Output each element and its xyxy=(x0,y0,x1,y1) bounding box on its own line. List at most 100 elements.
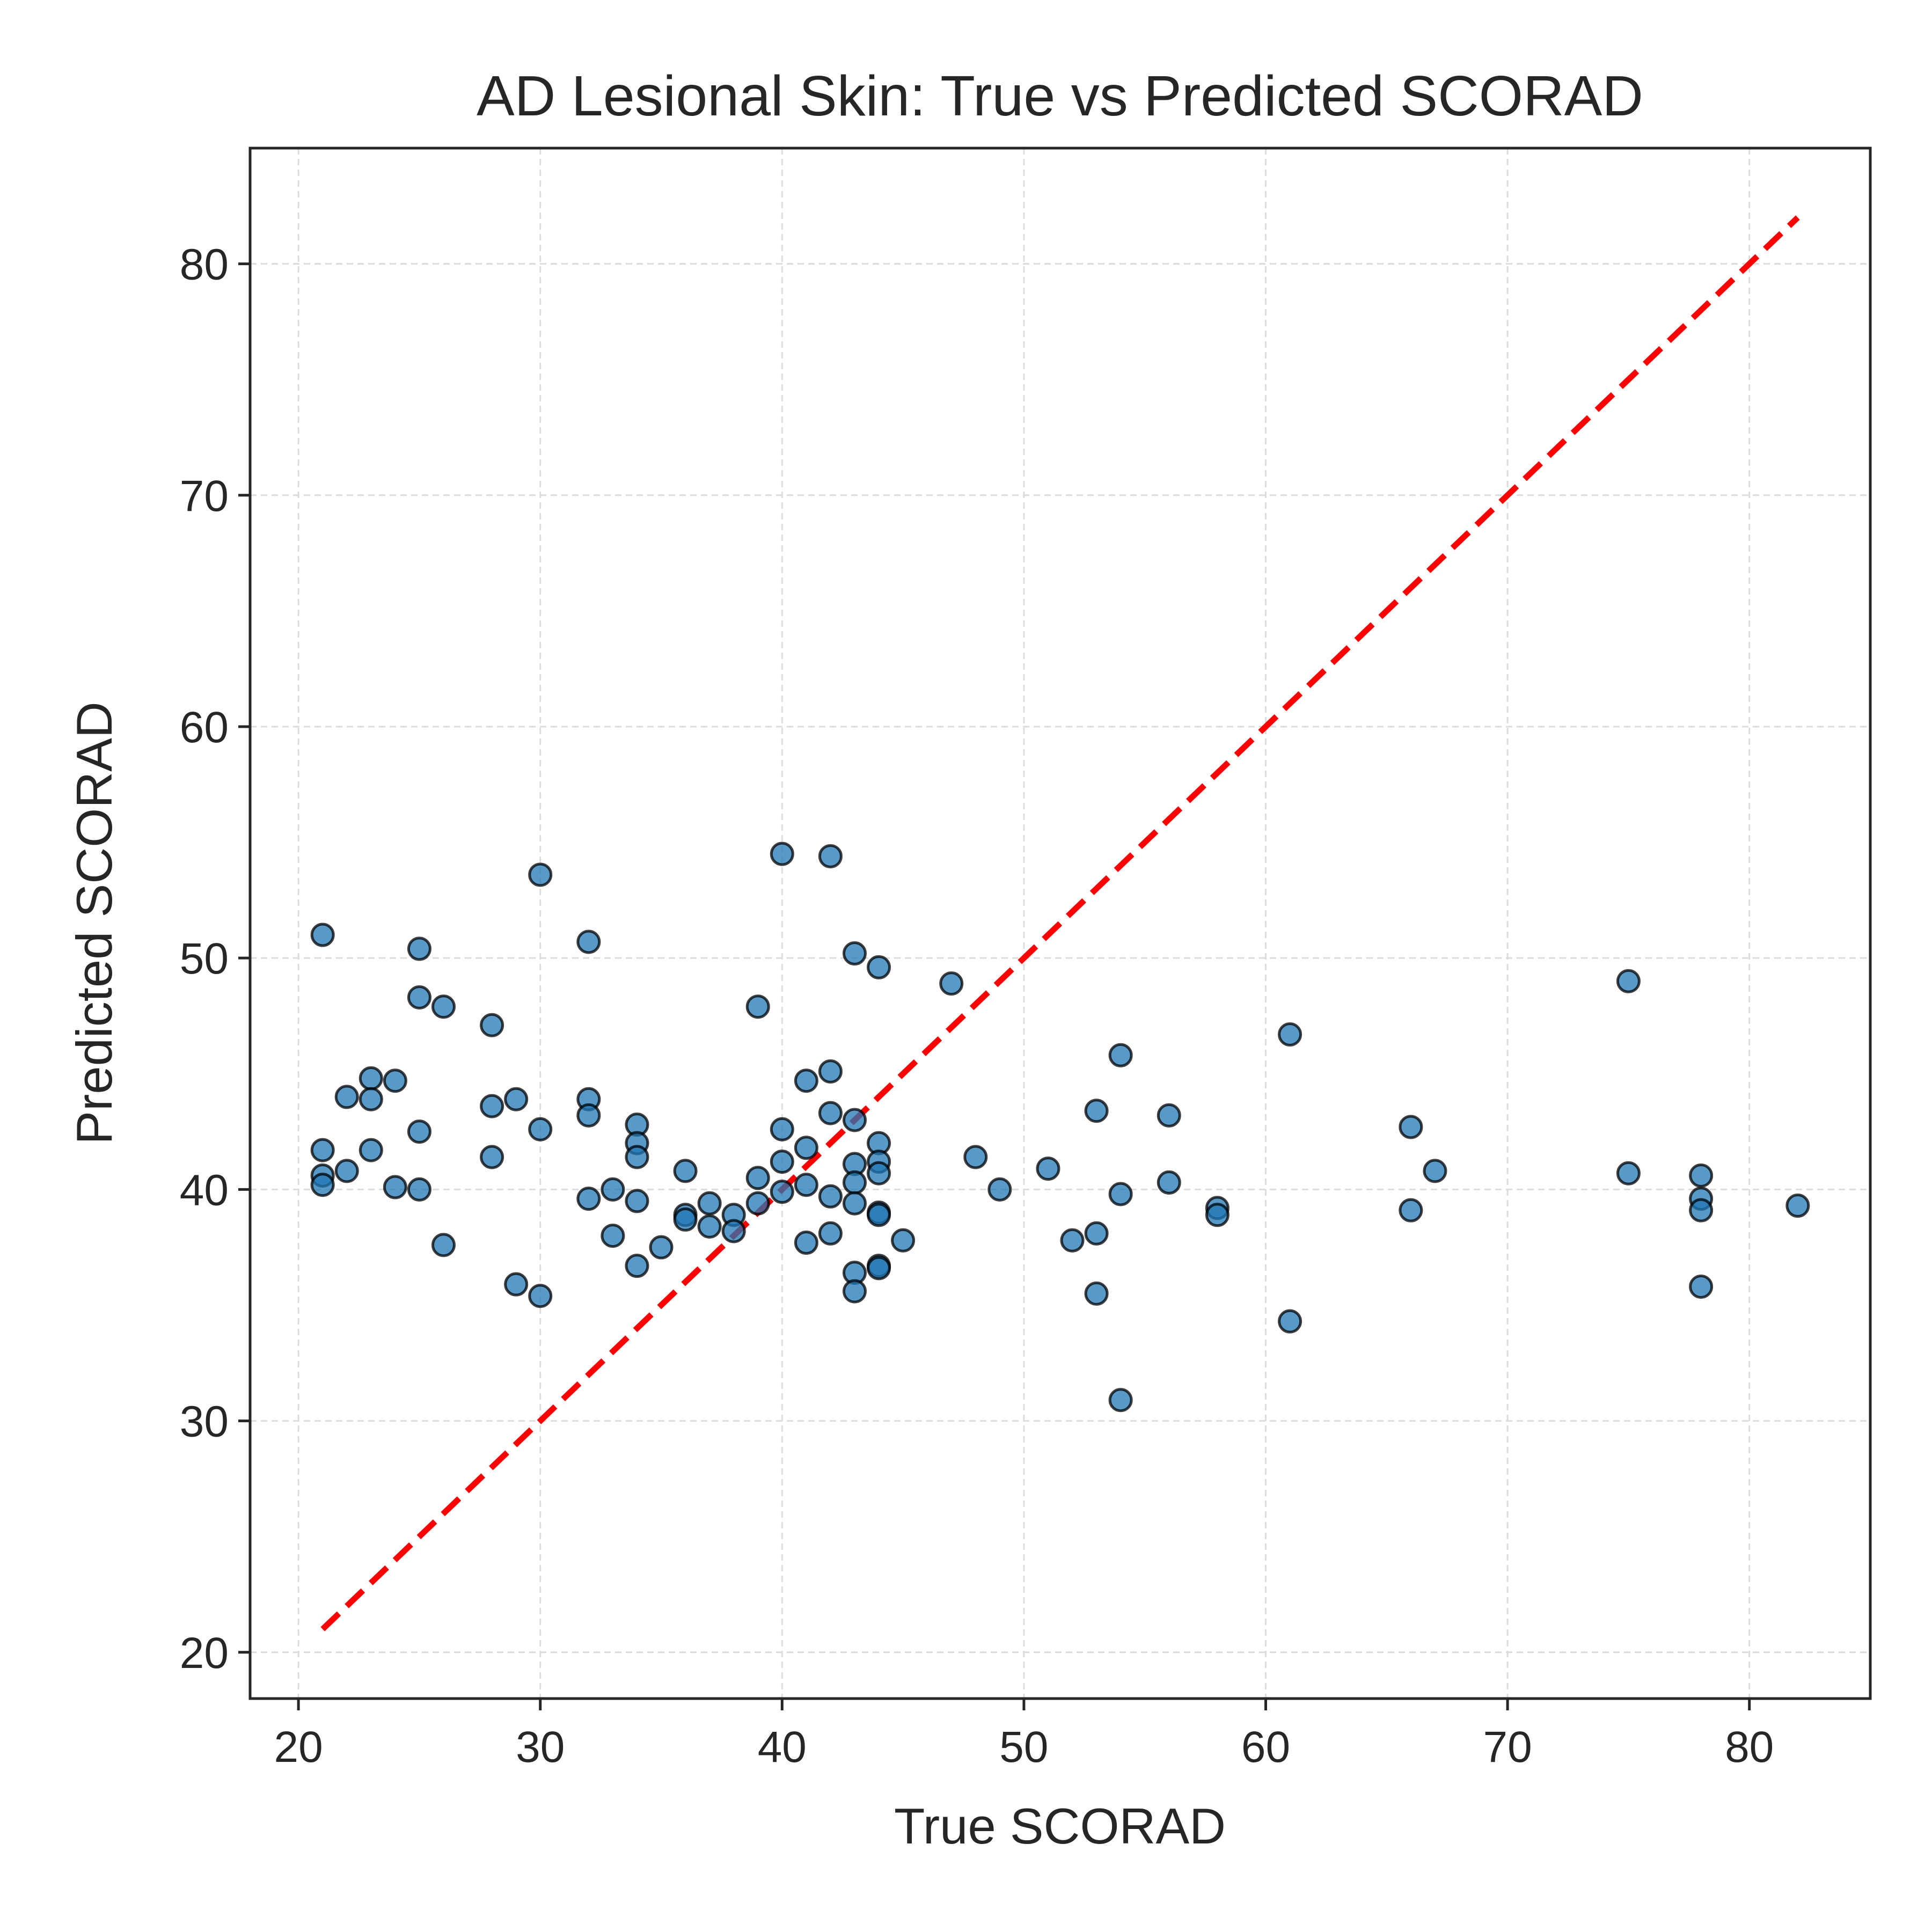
x-axis-ticks: 20 30 40 50 60 70 80 xyxy=(274,1699,1774,1772)
data-point xyxy=(576,1103,601,1128)
data-point xyxy=(625,1189,649,1213)
x-axis-label: True SCORAD xyxy=(894,1798,1226,1854)
data-point xyxy=(358,1138,383,1162)
data-point xyxy=(1689,1163,1714,1188)
data-point xyxy=(1689,1198,1714,1223)
x-tick-label: 20 xyxy=(274,1723,323,1772)
data-point xyxy=(818,1059,843,1084)
data-point xyxy=(601,1224,625,1248)
x-tick-label: 50 xyxy=(999,1723,1048,1772)
data-point xyxy=(576,1187,601,1211)
data-point xyxy=(480,1145,504,1169)
data-point xyxy=(818,1101,843,1125)
data-point xyxy=(794,1069,818,1093)
data-point xyxy=(1108,1043,1133,1067)
data-point xyxy=(745,1166,770,1190)
data-point xyxy=(1157,1103,1181,1128)
data-point xyxy=(310,923,335,947)
y-tick-label: 40 xyxy=(180,1166,229,1214)
data-point xyxy=(794,1136,818,1160)
data-point xyxy=(480,1094,504,1118)
data-point xyxy=(1399,1198,1423,1223)
data-point xyxy=(528,862,553,887)
x-tick-label: 80 xyxy=(1725,1723,1774,1772)
data-point xyxy=(407,1177,431,1202)
data-point xyxy=(867,1203,891,1227)
data-point xyxy=(842,1170,867,1195)
data-point xyxy=(818,1184,843,1209)
data-point xyxy=(1399,1115,1423,1139)
data-point xyxy=(383,1069,407,1093)
data-point xyxy=(504,1087,529,1111)
y-tick-label: 20 xyxy=(180,1629,229,1678)
data-point xyxy=(770,1150,794,1174)
data-point xyxy=(1108,1182,1133,1206)
data-point xyxy=(407,1119,431,1144)
data-point xyxy=(987,1177,1012,1202)
data-point xyxy=(334,1085,359,1109)
grid-layer xyxy=(250,148,1870,1699)
data-point xyxy=(528,1284,553,1308)
data-point xyxy=(697,1191,722,1216)
points-layer xyxy=(310,841,1810,1413)
data-point xyxy=(310,1138,335,1162)
data-point xyxy=(625,1254,649,1278)
plot-area xyxy=(248,147,1872,1700)
data-point xyxy=(431,994,456,1019)
data-point xyxy=(842,1108,867,1132)
data-point xyxy=(697,1214,722,1239)
data-point xyxy=(1157,1170,1181,1195)
y-tick-label: 80 xyxy=(180,240,229,289)
data-point xyxy=(794,1173,818,1197)
data-point xyxy=(818,844,843,868)
data-point xyxy=(1108,1388,1133,1413)
data-point xyxy=(673,1159,698,1183)
data-point xyxy=(310,1173,335,1197)
data-point xyxy=(867,955,891,979)
y-tick-label: 70 xyxy=(180,472,229,521)
data-point xyxy=(770,841,794,866)
data-point xyxy=(601,1177,625,1202)
data-point xyxy=(383,1175,407,1199)
data-point xyxy=(939,971,964,996)
y-tick-label: 60 xyxy=(180,703,229,752)
data-point xyxy=(963,1145,988,1169)
data-point xyxy=(867,1256,891,1280)
data-point xyxy=(721,1219,746,1243)
data-point xyxy=(1036,1157,1060,1181)
data-point xyxy=(528,1117,553,1141)
x-tick-label: 30 xyxy=(516,1723,565,1772)
data-point xyxy=(431,1233,456,1257)
data-point xyxy=(1423,1159,1447,1183)
data-point xyxy=(407,936,431,961)
data-point xyxy=(1689,1274,1714,1299)
data-point xyxy=(358,1087,383,1111)
data-point xyxy=(625,1145,649,1169)
x-tick-label: 70 xyxy=(1483,1723,1532,1772)
data-point xyxy=(1278,1309,1302,1334)
data-point xyxy=(334,1159,359,1183)
data-point xyxy=(1084,1221,1109,1246)
data-point xyxy=(867,1161,891,1185)
data-point xyxy=(1060,1228,1085,1253)
data-point xyxy=(407,985,431,1009)
data-point xyxy=(891,1228,916,1253)
data-point xyxy=(673,1207,698,1232)
data-point xyxy=(745,994,770,1019)
chart-title: AD Lesional Skin: True vs Predicted SCOR… xyxy=(477,64,1643,128)
reference-line xyxy=(320,215,1800,1631)
data-point xyxy=(842,941,867,966)
data-point xyxy=(358,1066,383,1091)
reference-line-layer xyxy=(320,215,1800,1631)
data-point xyxy=(818,1221,843,1246)
data-point xyxy=(1278,1022,1302,1046)
y-tick-label: 30 xyxy=(180,1397,229,1446)
data-point xyxy=(842,1279,867,1304)
y-axis-ticks: 20 30 40 50 60 70 80 xyxy=(180,240,250,1678)
data-point xyxy=(770,1117,794,1141)
y-tick-label: 50 xyxy=(180,934,229,983)
data-point xyxy=(1616,969,1641,993)
data-point xyxy=(1785,1194,1810,1218)
x-tick-label: 40 xyxy=(758,1723,807,1772)
